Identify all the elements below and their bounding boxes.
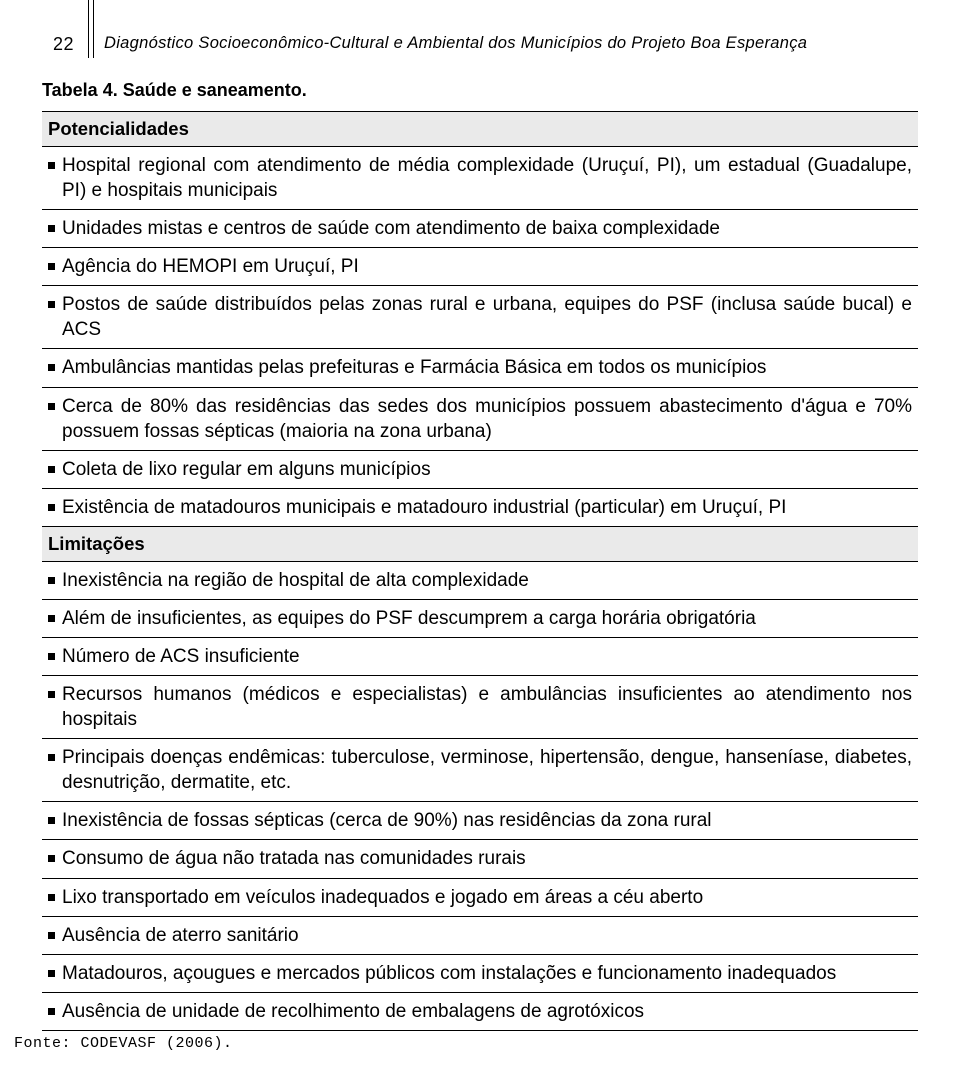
bullet-item: Recursos humanos (médicos e especialista… (48, 682, 912, 732)
square-bullet-icon (48, 162, 55, 169)
bullet-item: Unidades mistas e centros de saúde com a… (48, 216, 912, 241)
table-caption: Tabela 4. Saúde e saneamento. (42, 80, 918, 101)
square-bullet-icon (48, 225, 55, 232)
bullet-item: Consumo de água não tratada nas comunida… (48, 846, 912, 871)
bullet-text: Inexistência na região de hospital de al… (62, 568, 912, 593)
bullet-text: Matadouros, açougues e mercados públicos… (62, 961, 912, 986)
table-saude-saneamento: Potencialidades Hospital regional com at… (42, 111, 918, 1031)
bullet-text: Existência de matadouros municipais e ma… (62, 495, 912, 520)
bullet-item: Inexistência na região de hospital de al… (48, 568, 912, 593)
section-header-limitacoes: Limitações (42, 526, 918, 561)
bullet-item: Principais doenças endêmicas: tuberculos… (48, 745, 912, 795)
header-vertical-rule (88, 0, 94, 58)
table-row: Principais doenças endêmicas: tuberculos… (42, 739, 918, 802)
table-row: Existência de matadouros municipais e ma… (42, 488, 918, 526)
table-row: Inexistência de fossas sépticas (cerca d… (42, 802, 918, 840)
table-row: Agência do HEMOPI em Uruçuí, PI (42, 248, 918, 286)
table-row: Lixo transportado em veículos inadequado… (42, 878, 918, 916)
table-row: Ausência de unidade de recolhimento de e… (42, 992, 918, 1030)
bullet-text: Ausência de unidade de recolhimento de e… (62, 999, 912, 1024)
table-row: Consumo de água não tratada nas comunida… (42, 840, 918, 878)
square-bullet-icon (48, 577, 55, 584)
square-bullet-icon (48, 691, 55, 698)
bullet-text: Cerca de 80% das residências das sedes d… (62, 394, 912, 444)
table-row: Ausência de aterro sanitário (42, 916, 918, 954)
bullet-item: Inexistência de fossas sépticas (cerca d… (48, 808, 912, 833)
bullet-text: Além de insuficientes, as equipes do PSF… (62, 606, 912, 631)
table-row: Postos de saúde distribuídos pelas zonas… (42, 286, 918, 349)
bullet-text: Unidades mistas e centros de saúde com a… (62, 216, 912, 241)
bullet-item: Agência do HEMOPI em Uruçuí, PI (48, 254, 912, 279)
table-row: Matadouros, açougues e mercados públicos… (42, 954, 918, 992)
section-title: Potencialidades (42, 112, 918, 147)
bullet-item: Além de insuficientes, as equipes do PSF… (48, 606, 912, 631)
page-header: 22 Diagnóstico Socioeconômico-Cultural e… (42, 18, 918, 66)
source-citation: Fonte: CODEVASF (2006). (14, 1035, 918, 1052)
square-bullet-icon (48, 466, 55, 473)
table-row: Recursos humanos (médicos e especialista… (42, 676, 918, 739)
table-row: Número de ACS insuficiente (42, 638, 918, 676)
table-row: Cerca de 80% das residências das sedes d… (42, 387, 918, 450)
table-row: Além de insuficientes, as equipes do PSF… (42, 599, 918, 637)
table-row: Hospital regional com atendimento de méd… (42, 147, 918, 210)
section-title: Limitações (42, 526, 918, 561)
bullet-text: Hospital regional com atendimento de méd… (62, 153, 912, 203)
bullet-text: Agência do HEMOPI em Uruçuí, PI (62, 254, 912, 279)
bullet-text: Ambulâncias mantidas pelas prefeituras e… (62, 355, 912, 380)
header-title: Diagnóstico Socioeconômico-Cultural e Am… (104, 18, 807, 53)
square-bullet-icon (48, 855, 55, 862)
bullet-text: Número de ACS insuficiente (62, 644, 912, 669)
bullet-item: Ausência de aterro sanitário (48, 923, 912, 948)
table-row: Unidades mistas e centros de saúde com a… (42, 210, 918, 248)
bullet-item: Existência de matadouros municipais e ma… (48, 495, 912, 520)
bullet-text: Lixo transportado em veículos inadequado… (62, 885, 912, 910)
bullet-text: Ausência de aterro sanitário (62, 923, 912, 948)
square-bullet-icon (48, 970, 55, 977)
bullet-item: Ambulâncias mantidas pelas prefeituras e… (48, 355, 912, 380)
bullet-item: Cerca de 80% das residências das sedes d… (48, 394, 912, 444)
square-bullet-icon (48, 263, 55, 270)
square-bullet-icon (48, 301, 55, 308)
square-bullet-icon (48, 403, 55, 410)
bullet-item: Número de ACS insuficiente (48, 644, 912, 669)
bullet-text: Consumo de água não tratada nas comunida… (62, 846, 912, 871)
bullet-text: Coleta de lixo regular em alguns municíp… (62, 457, 912, 482)
bullet-item: Hospital regional com atendimento de méd… (48, 153, 912, 203)
bullet-item: Matadouros, açougues e mercados públicos… (48, 961, 912, 986)
square-bullet-icon (48, 932, 55, 939)
bullet-text: Recursos humanos (médicos e especialista… (62, 682, 912, 732)
square-bullet-icon (48, 653, 55, 660)
page-number: 22 (42, 18, 82, 55)
document-page: 22 Diagnóstico Socioeconômico-Cultural e… (0, 0, 960, 1070)
table-row: Inexistência na região de hospital de al… (42, 561, 918, 599)
square-bullet-icon (48, 504, 55, 511)
square-bullet-icon (48, 364, 55, 371)
bullet-item: Postos de saúde distribuídos pelas zonas… (48, 292, 912, 342)
bullet-item: Lixo transportado em veículos inadequado… (48, 885, 912, 910)
bullet-text: Principais doenças endêmicas: tuberculos… (62, 745, 912, 795)
section-header-potencialidades: Potencialidades (42, 112, 918, 147)
square-bullet-icon (48, 754, 55, 761)
square-bullet-icon (48, 894, 55, 901)
square-bullet-icon (48, 615, 55, 622)
bullet-item: Ausência de unidade de recolhimento de e… (48, 999, 912, 1024)
square-bullet-icon (48, 1008, 55, 1015)
bullet-text: Postos de saúde distribuídos pelas zonas… (62, 292, 912, 342)
bullet-item: Coleta de lixo regular em alguns municíp… (48, 457, 912, 482)
table-row: Ambulâncias mantidas pelas prefeituras e… (42, 349, 918, 387)
table-row: Coleta de lixo regular em alguns municíp… (42, 450, 918, 488)
bullet-text: Inexistência de fossas sépticas (cerca d… (62, 808, 912, 833)
square-bullet-icon (48, 817, 55, 824)
